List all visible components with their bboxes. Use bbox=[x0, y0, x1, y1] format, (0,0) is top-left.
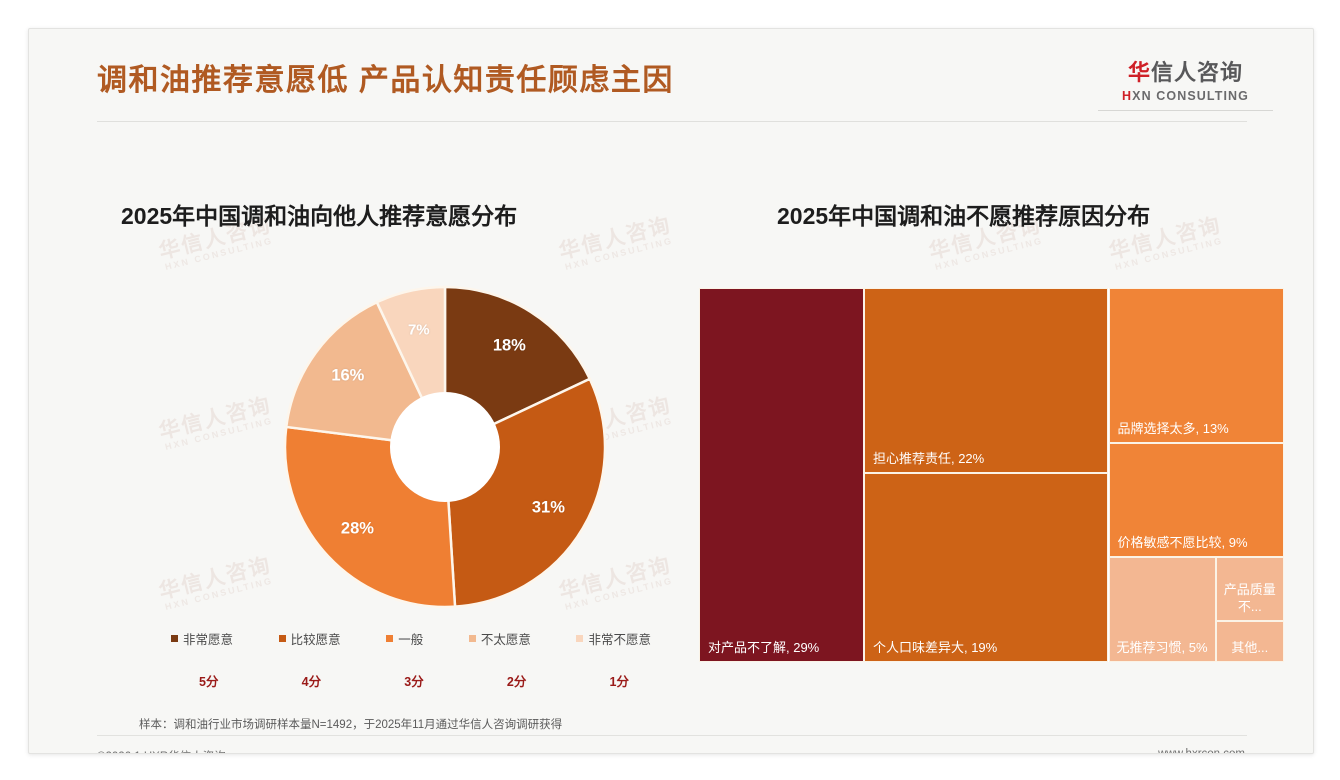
website-link[interactable]: www.hxrcon.com bbox=[1158, 748, 1245, 754]
watermark-en-text: HXN CONSULTING bbox=[933, 235, 1045, 273]
donut-hole bbox=[390, 392, 500, 502]
donut-slice-label: 28% bbox=[340, 519, 374, 538]
treemap-cell[interactable]: 无推荐习惯, 5% bbox=[1108, 557, 1216, 662]
donut-chart-svg bbox=[283, 285, 607, 609]
legend-item[interactable]: 一般 bbox=[386, 629, 423, 648]
right-chart-title: 2025年中国调和油不愿推荐原因分布 bbox=[777, 203, 1151, 229]
treemap-cell-label: 其他... bbox=[1231, 639, 1269, 655]
legend-item-label: 一般 bbox=[398, 633, 424, 647]
footer-divider bbox=[97, 735, 1247, 736]
treemap-cell-label: 担心推荐责任, 22% bbox=[872, 450, 985, 466]
treemap-cell[interactable]: 其他... bbox=[1215, 620, 1284, 662]
treemap-cell-label: 产品质量不... bbox=[1223, 582, 1276, 614]
logo-divider bbox=[1098, 110, 1273, 111]
score-label: 3分 bbox=[404, 675, 424, 689]
legend-swatch-icon bbox=[278, 635, 286, 642]
treemap-cell[interactable]: 个人口味差异大, 19% bbox=[863, 473, 1109, 662]
treemap-cell[interactable]: 担心推荐责任, 22% bbox=[863, 288, 1109, 474]
donut-legend: 非常愿意 比较愿意 一般 不太愿意 非常不愿意 bbox=[171, 629, 651, 648]
page-title: 调和油推荐意愿低 产品认知责任顾虑主因 bbox=[97, 64, 674, 97]
legend-swatch-icon bbox=[171, 635, 178, 642]
legend-item-label: 不太愿意 bbox=[480, 633, 531, 647]
score-label: 5分 bbox=[199, 675, 219, 689]
score-label: 2分 bbox=[506, 675, 527, 689]
treemap-cell-label: 对产品不了解, 29% bbox=[708, 639, 820, 655]
legend-item-label: 比较愿意 bbox=[290, 633, 341, 647]
donut-slice-label: 31% bbox=[531, 498, 565, 517]
donut-slice-label: 16% bbox=[331, 366, 365, 385]
legend-swatch-icon bbox=[576, 635, 584, 642]
logo-cn-rest: 信人咨询 bbox=[1151, 60, 1244, 85]
treemap-cell-label: 无推荐习惯, 5% bbox=[1116, 639, 1208, 655]
logo-chinese-text: 华信人咨询 bbox=[1098, 55, 1273, 87]
left-chart-title: 2025年中国调和油向他人推荐意愿分布 bbox=[121, 203, 518, 229]
treemap-cell-label: 价格敏感不愿比较, 9% bbox=[1117, 535, 1248, 551]
treemap-chart: 对产品不了解, 29% 担心推荐责任, 22% 个人口味差异大, 19% 品牌选择太多… bbox=[699, 288, 1284, 662]
treemap-cell-label: 品牌选择太多, 13% bbox=[1117, 420, 1229, 436]
score-label: 1分 bbox=[609, 675, 629, 689]
score-label: 4分 bbox=[301, 675, 322, 689]
treemap-cell[interactable]: 产品质量不... bbox=[1215, 557, 1284, 621]
logo-cn-highlight: 华 bbox=[1127, 60, 1151, 85]
score-scale-row: 5分 4分 3分 2分 1分 bbox=[171, 671, 651, 690]
treemap-cell[interactable]: 品牌选择太多, 13% bbox=[1108, 288, 1284, 444]
legend-item[interactable]: 非常愿意 bbox=[171, 629, 233, 648]
donut-chart: 18% 31% 28% 16% 7% bbox=[171, 277, 641, 617]
logo-en-rest: XN CONSULTING bbox=[1132, 89, 1249, 103]
donut-slice-label: 18% bbox=[492, 336, 526, 355]
slide-canvas: 华信人咨询 HXN CONSULTING 华信人咨询 HXN CONSULTIN… bbox=[28, 28, 1314, 754]
watermark-en-text: HXN CONSULTING bbox=[163, 235, 275, 273]
legend-item[interactable]: 比较愿意 bbox=[278, 629, 341, 648]
logo-en-highlight: H bbox=[1122, 89, 1133, 103]
legend-swatch-icon bbox=[468, 635, 476, 642]
legend-swatch-icon bbox=[386, 635, 394, 642]
watermark-en-text: HXN CONSULTING bbox=[1113, 235, 1225, 273]
treemap-cell-label: 个人口味差异大, 19% bbox=[872, 639, 998, 655]
watermark-en-text: HXN CONSULTING bbox=[563, 235, 675, 273]
treemap-cell[interactable]: 对产品不了解, 29% bbox=[699, 288, 864, 662]
watermark-cn-text: 华信人咨询 bbox=[556, 213, 674, 264]
copyright-text: ©2026.1 HXR华信人咨询 bbox=[97, 748, 226, 753]
legend-item-label: 非常愿意 bbox=[183, 633, 234, 647]
donut-slice-label: 7% bbox=[407, 321, 430, 339]
sample-footnote: 样本：调和油行业市场调研样本量N=1492，于2025年11月通过华信人咨询调研… bbox=[139, 719, 563, 731]
slide-header: 调和油推荐意愿低 产品认知责任顾虑主因 华信人咨询 HXN CONSULTING bbox=[29, 29, 1313, 125]
legend-item[interactable]: 非常不愿意 bbox=[576, 629, 651, 648]
treemap-cell[interactable]: 价格敏感不愿比较, 9% bbox=[1108, 443, 1284, 558]
logo-english-text: HXN CONSULTING bbox=[1098, 89, 1273, 103]
legend-item[interactable]: 不太愿意 bbox=[468, 629, 531, 648]
company-logo: 华信人咨询 HXN CONSULTING bbox=[1098, 55, 1273, 111]
legend-item-label: 非常不愿意 bbox=[588, 633, 651, 647]
watermark: 华信人咨询 HXN CONSULTING bbox=[557, 214, 677, 274]
header-divider bbox=[97, 121, 1247, 122]
